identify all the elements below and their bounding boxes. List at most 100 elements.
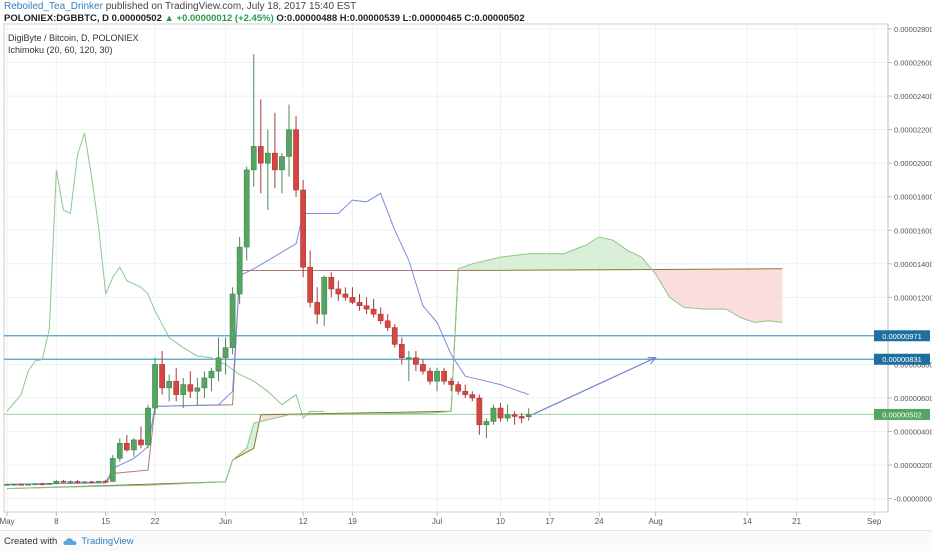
chart-grid [4,24,888,512]
candle-body [152,364,157,408]
x-tick-label: Sep [867,517,882,526]
candle-body [265,153,270,163]
y-tick-label: 0.00000400 [894,428,932,437]
x-tick-label: 8 [54,517,59,526]
candle-body [371,309,376,314]
candle-body [82,482,87,483]
footer: Created with TradingView [0,530,932,551]
candle-body [117,443,122,458]
candle-body [89,482,94,483]
candle-body [385,321,390,328]
y-tick-label: 0.00001400 [894,260,932,269]
candle-body [364,306,369,309]
chikou-line [7,133,324,418]
tradingview-logo[interactable]: TradingView [63,536,133,547]
ichimoku-lines [7,133,783,489]
candle-body [329,277,334,289]
candle-body [223,348,228,358]
price-label: 0.00000971 [882,332,922,341]
candle-body [357,302,362,305]
candle-body [33,484,38,485]
candle-body [286,130,291,157]
legend-indicator[interactable]: Ichimoku (20, 60, 120, 30) [8,44,139,56]
symbol-bar: POLONIEX:DGBBTC, D 0.00000502 ▲ +0.00000… [4,13,525,24]
candle-body [124,443,129,450]
candle-body [4,484,9,485]
candle-body [40,484,45,485]
candle-body [442,371,447,381]
candle-body [420,364,425,371]
candle-body [131,440,136,450]
candle-body [216,358,221,371]
candle-body [350,297,355,302]
x-tick-label: 24 [595,517,604,526]
x-tick-label: May [0,517,15,526]
symbol-line: POLONIEX:DGBBTC, D 0.00000502 [4,13,162,24]
x-tick-label: 17 [545,517,554,526]
candle-body [470,395,475,398]
cloud-icon [63,537,77,546]
candle-body [160,364,165,387]
candle-body [174,381,179,394]
tenkan-line [7,193,529,484]
candle-body [181,385,186,395]
y-tick-label: 0.00001800 [894,193,932,202]
y-tick-label: 0.00002600 [894,59,932,68]
x-tick-label: 15 [101,517,110,526]
candle-body [491,408,496,421]
candle-body [484,421,489,424]
arrow-shaft [533,358,656,415]
candle-body [61,481,66,482]
y-tick-label: 0.00002400 [894,92,932,101]
x-tick-label: 10 [496,517,505,526]
candle-body [526,414,531,416]
candle-body [68,482,73,483]
x-tick-label: 12 [299,517,308,526]
candle-body [209,371,214,378]
candle-body [293,130,298,190]
price-axis[interactable]: 0.000028000.000026000.000024000.00002200… [874,24,932,512]
price-label: 0.00000831 [882,355,922,364]
candle-body [512,415,517,417]
y-tick-label: 0.00001600 [894,226,932,235]
cloud-bearish [652,269,782,323]
candle-body [301,190,306,267]
price-label: 0.00000502 [882,410,922,419]
candle-body [145,408,150,445]
y-tick-label: 0.00002800 [894,25,932,34]
candle-body [11,484,16,485]
candle-body [336,289,341,294]
y-tick-label: 0.00000200 [894,461,932,470]
x-tick-label: 21 [792,517,801,526]
candle-body [244,170,249,247]
ohlc-values: O:0.00000488 H:0.00000539 L:0.00000465 C… [276,13,524,24]
x-tick-label: 19 [348,517,357,526]
legend-title: DigiByte / Bitcoin, D, POLONIEX [8,32,139,44]
candle-body [322,277,327,314]
candle-body [434,371,439,381]
candles [4,54,531,485]
published-text: published on TradingView.com, July 18, 2… [106,1,357,12]
tradingview-brand: TradingView [81,536,133,547]
author-link[interactable]: Reboiled_Tea_Drinker [4,1,103,12]
candle-body [230,294,235,348]
candle-body [258,146,263,163]
candle-body [343,294,348,297]
y-tick-label: 0.00002000 [894,159,932,168]
x-tick-label: 14 [743,517,752,526]
candle-body [498,408,503,418]
publish-info: Reboiled_Tea_Drinker published on Tradin… [4,1,356,12]
candle-body [195,388,200,391]
candle-body [427,371,432,381]
x-tick-label: Jun [219,517,232,526]
candle-body [463,391,468,394]
candle-body [392,328,397,345]
candle-body [413,358,418,365]
created-with-text: Created with [4,536,57,547]
candle-body [47,484,52,485]
candle-body [251,146,256,169]
candle-body [110,458,115,481]
plot-frame [4,24,888,512]
